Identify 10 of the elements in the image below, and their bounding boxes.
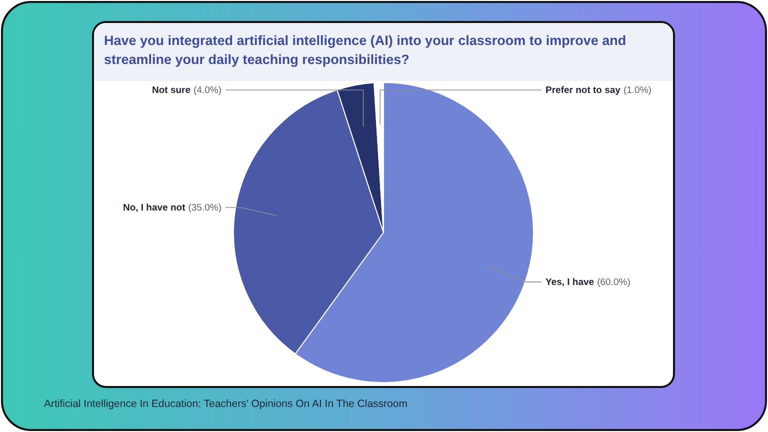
data-label: (1.0%) — [623, 85, 652, 96]
data-label: (4.0%) — [194, 85, 222, 96]
slice-label: Yes, I have — [546, 276, 594, 288]
slice-label: Prefer not to say — [546, 85, 622, 96]
slice-label: No, I have not — [122, 202, 186, 214]
chart-title: Have you integrated artificial intelligence (AI) into your classroom to improve and streamline your daily teaching responsibilities? — [104, 32, 628, 69]
data-label: (60.0%) — [597, 276, 630, 288]
text: Artificial Intelligence In Education: Teachers' Opinions On AI In The Classroom — [44, 398, 408, 410]
slice-label: Not sure — [152, 85, 191, 96]
data-label: (35.0%) — [188, 202, 222, 214]
